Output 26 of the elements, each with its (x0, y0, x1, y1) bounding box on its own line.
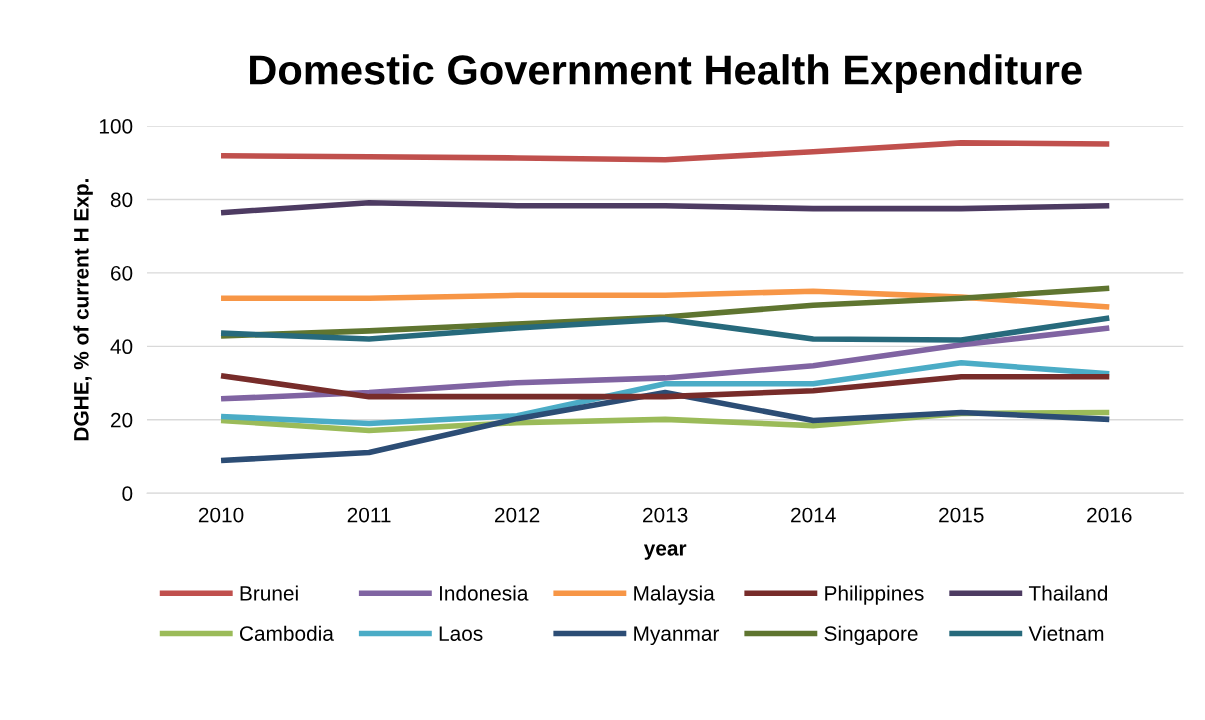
x-tick-label: 2011 (347, 507, 391, 523)
y-tick-label: 20 (111, 412, 133, 428)
y-tick-label: 0 (122, 486, 133, 501)
legend-label: Malaysia (634, 585, 715, 605)
x-tick-label: 2010 (198, 507, 244, 523)
legend-label: Myanmar (634, 626, 720, 646)
legend-label: Brunei (240, 585, 298, 601)
chart-title: Domestic Government Health Expenditure (250, 54, 1082, 93)
x-axis-title: year (643, 544, 687, 560)
y-tick-label: 40 (110, 339, 133, 355)
legend-label: Cambodia (239, 625, 334, 641)
x-tick-label: 2012 (494, 507, 540, 523)
y-tick-label: 100 (99, 119, 133, 134)
x-tick-label: 2016 (1087, 507, 1132, 523)
legend-label: Laos (439, 626, 483, 641)
x-tick-label: 2014 (791, 507, 836, 523)
legend-label: Singapore (824, 625, 918, 646)
legend-label: Vietnam (1028, 625, 1104, 641)
x-tick-label: 2015 (939, 507, 984, 523)
legend-label: Philippines (825, 585, 924, 605)
legend-label: Thailand (1028, 585, 1108, 601)
x-tick-label: 2013 (643, 507, 688, 523)
y-tick-label: 80 (110, 192, 133, 208)
y-tick-label: 60 (111, 265, 133, 281)
y-axis-title: DGHE, % of current H Exp. (73, 179, 93, 441)
legend-label: Indonesia (439, 585, 529, 601)
